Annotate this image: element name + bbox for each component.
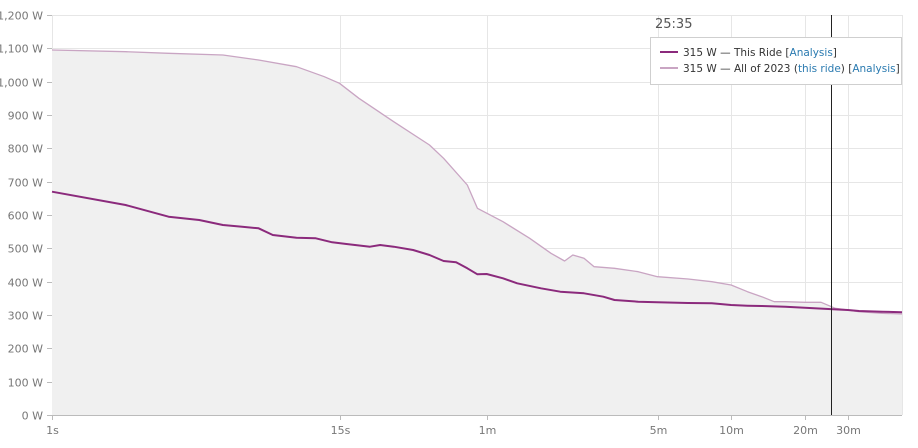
this-ride-line bbox=[51, 190, 903, 314]
y-tick-label: 700 W bbox=[8, 177, 43, 190]
y-tick-label: 900 W bbox=[8, 110, 43, 123]
y-tick-label: 100 W bbox=[8, 377, 43, 390]
this-ride-value: 315 W bbox=[683, 47, 717, 59]
this-ride-name: This Ride bbox=[733, 47, 783, 59]
x-tick-label: 1m bbox=[479, 424, 497, 437]
x-tick-label: 10m bbox=[719, 424, 744, 437]
y-tick-label: 1,200 W bbox=[0, 10, 43, 23]
series-layer bbox=[51, 49, 903, 415]
this-ride-bracket-close: ] bbox=[832, 47, 837, 59]
cursor-time-label: 25:35 bbox=[655, 17, 693, 32]
this-ride-link[interactable]: this ride bbox=[797, 63, 841, 75]
chart-tooltip: 315 W — This Ride [Analysis] 315 W — All… bbox=[650, 37, 902, 85]
all-2023-bracket-close: ] bbox=[895, 63, 900, 75]
y-tick-label: 1,000 W bbox=[0, 77, 43, 90]
all-2023-swatch bbox=[660, 67, 678, 69]
all-2023-paren-close: ) bbox=[840, 63, 845, 75]
this-ride-swatch bbox=[660, 51, 678, 53]
y-tick-label: 200 W bbox=[8, 343, 43, 356]
all-of-2023-line bbox=[51, 49, 903, 315]
x-tick-label: 5m bbox=[650, 424, 668, 437]
y-tick-label: 600 W bbox=[8, 210, 43, 223]
y-tick-label: 0 W bbox=[22, 410, 43, 423]
x-tick-label: 20m bbox=[793, 424, 818, 437]
all-2023-value: 315 W bbox=[683, 63, 717, 75]
all-2023-sep: — bbox=[716, 63, 734, 75]
all-of-2023-area bbox=[52, 50, 902, 415]
x-axis: 1s 15s 1m 5m 10m 20m 30m bbox=[46, 415, 861, 437]
y-tick-label: 300 W bbox=[8, 310, 43, 323]
this-ride-sep: — bbox=[716, 47, 734, 59]
y-axis: 0 W 100 W 200 W 300 W 400 W 500 W 600 W 700 W 80… bbox=[0, 10, 52, 423]
y-tick-label: 500 W bbox=[8, 243, 43, 256]
all-2023-bracket-open: [ bbox=[844, 63, 853, 75]
this-ride-analysis-link[interactable]: Analysis bbox=[789, 47, 833, 59]
all-2023-paren-open: ( bbox=[790, 63, 798, 75]
tooltip-row-this-ride: 315 W — This Ride [Analysis] bbox=[660, 47, 837, 59]
y-tick-label: 800 W bbox=[8, 143, 43, 156]
all-2023-name: All of 2023 bbox=[733, 63, 791, 75]
tooltip-row-all-2023: 315 W — All of 2023 (this ride) [Analysi… bbox=[660, 63, 900, 75]
all-2023-analysis-link[interactable]: Analysis bbox=[852, 63, 896, 75]
this-ride-bracket-open: [ bbox=[782, 47, 790, 59]
x-tick-label: 15s bbox=[331, 424, 351, 437]
y-tick-label: 1,100 W bbox=[0, 43, 43, 56]
x-tick-label: 1s bbox=[46, 424, 59, 437]
x-tick-label: 30m bbox=[836, 424, 861, 437]
y-tick-label: 400 W bbox=[8, 277, 43, 290]
